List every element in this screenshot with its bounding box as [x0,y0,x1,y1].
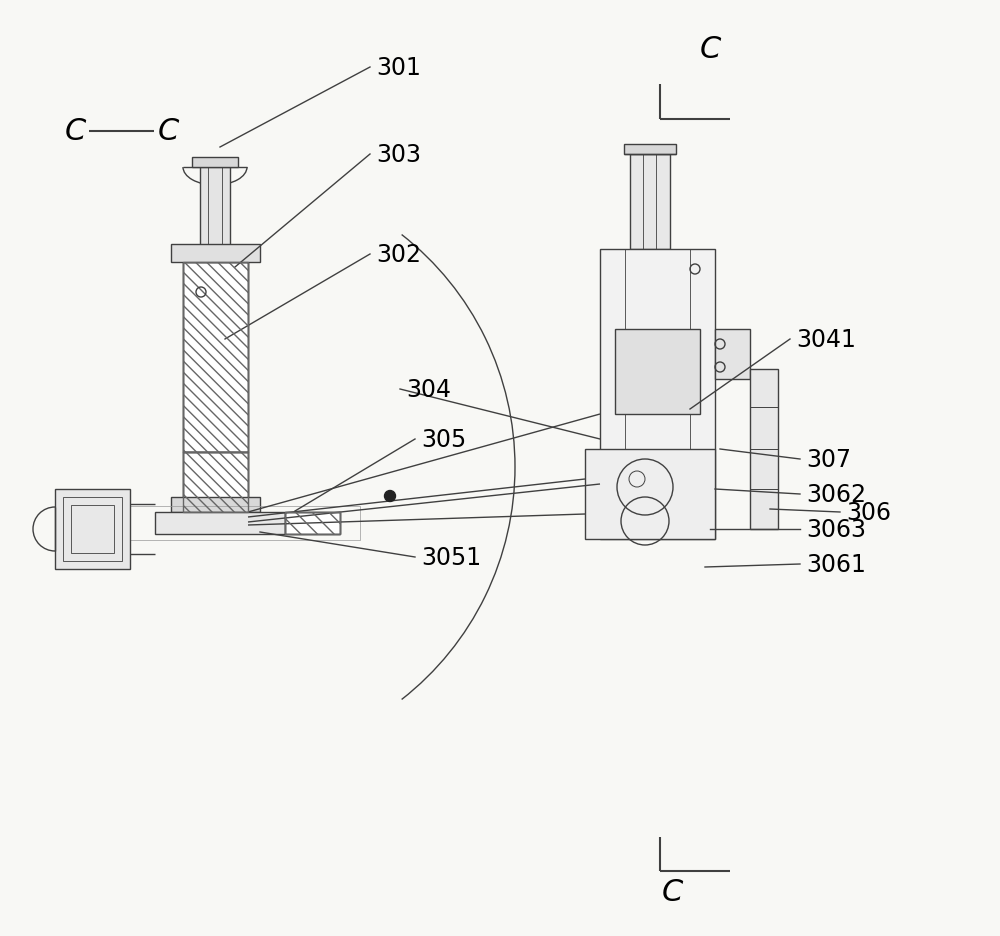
Text: 3063: 3063 [806,518,866,541]
Text: C: C [699,36,721,65]
Text: C: C [157,117,179,146]
Bar [63,497,122,562]
Bar [600,250,715,539]
Bar [615,329,700,415]
Bar [183,263,248,452]
Bar [125,506,360,540]
Bar [630,154,670,250]
Bar [183,263,248,452]
Text: 306: 306 [846,501,891,524]
Text: 307: 307 [806,447,851,472]
Bar [171,244,260,263]
Bar [285,512,340,534]
Bar [71,505,114,553]
Text: 3061: 3061 [806,552,866,577]
Bar [585,449,715,539]
Bar [624,145,676,154]
Bar [55,490,130,569]
Text: 305: 305 [421,428,466,451]
Text: 3051: 3051 [421,546,481,569]
Bar [285,512,340,534]
Bar [183,452,248,512]
Bar [171,497,260,512]
Bar [285,512,340,534]
Bar [192,158,238,168]
Text: 301: 301 [376,56,421,80]
Text: 3062: 3062 [806,482,866,506]
Bar [183,452,248,512]
Bar [183,263,248,452]
Text: 303: 303 [376,143,421,167]
Text: 3041: 3041 [796,328,856,352]
Bar [155,512,285,534]
Circle shape [384,491,396,502]
Text: 302: 302 [376,242,421,267]
Bar [715,329,750,380]
Text: 304: 304 [406,377,451,402]
Bar [200,168,230,263]
Bar [750,370,778,530]
Text: C: C [64,117,86,146]
Text: C: C [661,878,683,907]
Bar [183,452,248,512]
